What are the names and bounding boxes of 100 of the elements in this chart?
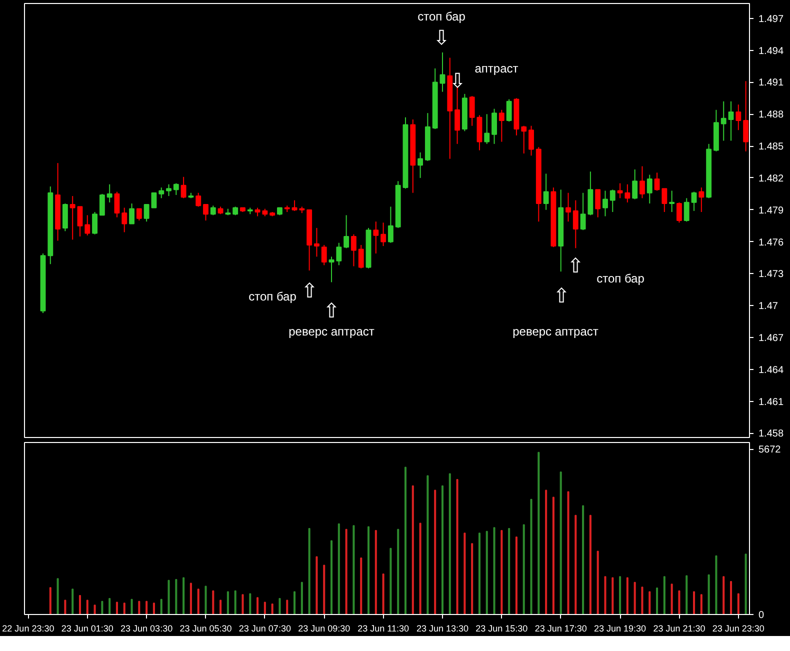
y-tick-label: 0 [758,610,764,621]
candlestick [676,202,682,224]
y-tick-label: 1.458 [758,428,784,440]
candlestick [617,182,623,199]
candlestick [662,188,668,212]
annotation: реверс аптраст [288,324,375,338]
candlestick [336,242,342,266]
candlestick [314,227,320,258]
x-tick-label: 23 Jun 15:30 [476,624,528,634]
annotation: аптраст [474,62,519,76]
candlestick [632,168,638,200]
candlestick [736,104,742,131]
x-tick-label: 23 Jun 05:30 [180,624,232,634]
candlestick [92,211,98,235]
candlestick [698,187,704,212]
candlestick [114,191,120,218]
candlestick [344,214,350,249]
y-tick-label: 1.467 [758,333,784,344]
candlestick [210,205,216,216]
candlestick [173,182,179,196]
candlestick [122,207,128,233]
y-tick-label: 1.461 [758,396,784,408]
candlestick [595,189,601,218]
x-tick-label: 23 Jun 09:30 [298,624,350,634]
x-tick-label: 23 Jun 19:30 [594,624,646,634]
candlestick [720,100,726,142]
y-tick-label: 1.479 [758,205,784,216]
x-tick-label: 22 Jun 23:30 [2,624,54,634]
candlestick [691,191,697,212]
x-tick-label: 23 Jun 01:30 [61,624,114,634]
candlestick [506,98,512,122]
candlestick [743,80,749,152]
annotation: ⇧ [323,298,340,322]
candlestick [99,193,105,216]
candlestick [646,174,652,204]
candlestick [528,125,534,156]
x-tick-label: 23 Jun 23:30 [712,624,764,634]
annotation: ⇩ [449,68,466,92]
candlestick [484,114,490,144]
candlestick [624,184,630,203]
candlestick [358,244,364,269]
candlestick [321,244,327,266]
candlestick [669,190,675,212]
candlestick [158,187,164,199]
x-tick-label: 23 Jun 11:30 [358,624,410,634]
candlestick [373,221,379,254]
candlestick [640,166,645,199]
x-tick-label: 23 Jun 03:30 [120,624,173,634]
annotation: ⇧ [301,278,318,302]
candlestick [136,208,142,221]
y-tick-label: 1.482 [758,173,784,184]
candlestick [84,214,90,236]
candlestick [166,184,172,197]
candlestick [543,173,549,210]
candlestick [580,192,586,231]
x-tick-label: 23 Jun 17:30 [534,624,587,634]
candlestick [180,176,186,199]
y-tick-label: 1.494 [758,46,784,57]
candlestick [728,100,734,142]
candlestick [203,204,208,221]
candlestick [492,108,497,144]
candlestick [292,200,298,212]
y-tick-label: 1.473 [758,269,784,280]
candlestick [521,125,527,154]
x-tick-label: 23 Jun 13:30 [416,624,469,634]
y-tick-label: 1.491 [758,78,784,89]
annotation: стоп бар [418,10,466,24]
y-tick-label: 5672 [758,444,782,456]
candlestick [350,234,356,267]
candlestick [77,206,83,237]
y-tick-label: 1.485 [758,142,784,153]
x-tick-label: 23 Jun 07:30 [238,624,291,634]
candlestick [654,172,660,192]
annotation: ⇧ [553,284,570,308]
candlestick [498,109,504,142]
y-tick-label: 1.497 [758,14,784,25]
annotation: ⇩ [433,26,450,50]
candlestick [418,152,424,178]
y-tick-label: 1.488 [758,110,784,121]
candlestick [129,202,134,224]
candlestick [572,200,578,249]
candlestick [388,206,394,244]
x-tick-label: 23 Jun 21:30 [653,624,706,634]
candlestick [566,192,571,222]
candlestick [62,202,68,232]
candlestick [328,256,334,283]
annotation: ⇧ [567,254,584,278]
candlestick [106,184,112,203]
y-tick-label: 1.464 [758,364,784,376]
candlestick [440,52,446,92]
y-tick-label: 1.476 [758,237,784,248]
candlestick [602,190,608,217]
candlestick [380,222,386,247]
annotation: реверс аптраст [512,324,599,338]
candlestick [610,189,616,212]
candlestick [469,96,475,126]
candlestick [196,192,202,208]
candlestick [70,196,76,240]
candlestick [684,198,690,222]
y-tick-label: 1.47 [758,301,778,312]
